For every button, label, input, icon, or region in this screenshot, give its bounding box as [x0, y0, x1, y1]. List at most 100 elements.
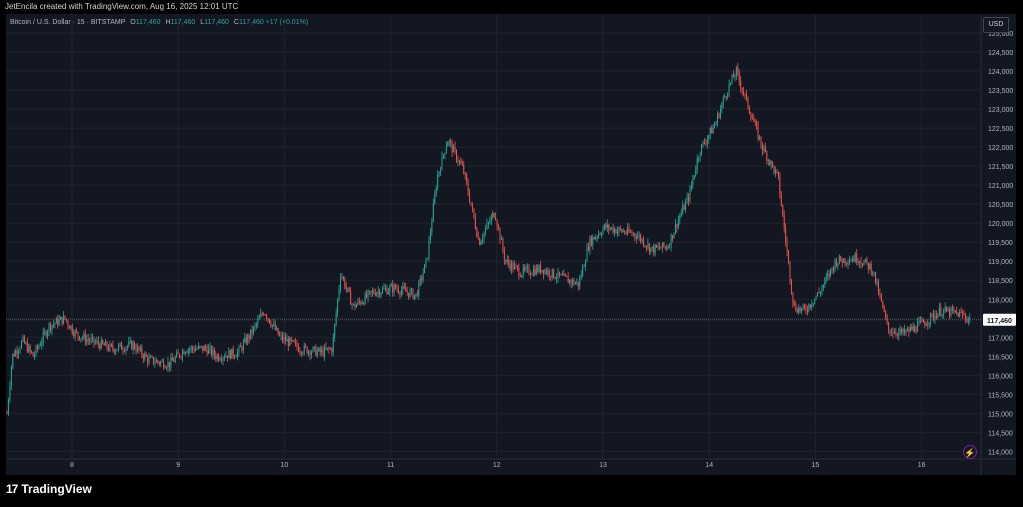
- candle-body: [928, 322, 930, 325]
- candle-body: [93, 336, 95, 343]
- candle-body: [734, 75, 736, 78]
- candle-body: [531, 274, 533, 276]
- candle-body: [25, 342, 27, 344]
- candle-body: [77, 332, 79, 337]
- candle-body: [366, 293, 368, 298]
- candlestick-chart[interactable]: 114,000 114,500 115,000 115,500 116,000 116,5…: [0, 0, 1023, 475]
- y-tick-label: 121,500: [988, 164, 1013, 171]
- candle-body: [18, 350, 20, 354]
- candle-body: [476, 228, 478, 237]
- candle-body: [569, 279, 571, 283]
- candle-body: [42, 332, 44, 342]
- candle-body: [557, 271, 559, 279]
- candle-body: [441, 155, 443, 170]
- candle-body: [957, 312, 959, 318]
- candle-body: [789, 262, 791, 281]
- candle-body: [788, 251, 790, 263]
- candle-body: [851, 258, 853, 261]
- candle-body: [753, 119, 755, 123]
- candle-body: [447, 141, 449, 147]
- open-value: 117,460: [135, 19, 161, 26]
- candle-body: [759, 136, 761, 139]
- candle-body: [482, 238, 484, 242]
- candle-body: [492, 213, 494, 217]
- candle-body: [724, 96, 726, 98]
- candle-body: [454, 146, 456, 151]
- candle-body: [148, 357, 150, 363]
- candle-body: [860, 261, 862, 264]
- tradingview-brand[interactable]: 17 TradingView: [6, 482, 92, 496]
- y-tick-label: 122,500: [988, 126, 1013, 133]
- candle-body: [51, 325, 53, 331]
- candle-body: [901, 328, 903, 333]
- candle-body: [302, 352, 304, 354]
- candle-body: [535, 267, 537, 275]
- candle-body: [341, 277, 343, 279]
- candle-body: [756, 122, 758, 126]
- candle-body: [277, 328, 279, 335]
- candle-body: [276, 328, 278, 330]
- candle-body: [837, 263, 839, 266]
- candle-body: [226, 355, 228, 359]
- candle-body: [300, 351, 302, 354]
- candle-body: [408, 292, 410, 297]
- candle-body: [442, 154, 444, 156]
- candle-body: [9, 385, 11, 401]
- y-tick-label: 116,000: [988, 373, 1013, 380]
- candle-body: [906, 328, 908, 331]
- candle-body: [155, 360, 157, 363]
- y-tick-label: 123,500: [988, 88, 1013, 95]
- candle-body: [163, 360, 165, 368]
- candle-body: [812, 303, 814, 305]
- candle-body: [105, 341, 107, 346]
- candle-body: [821, 287, 823, 293]
- scroll-to-realtime-icon[interactable]: ⚡: [963, 445, 977, 459]
- candle-body: [641, 239, 643, 241]
- candle-body: [292, 340, 294, 341]
- candle-body: [808, 304, 810, 311]
- candle-body: [798, 307, 800, 313]
- candle-body: [267, 318, 269, 320]
- candle-body: [904, 328, 906, 333]
- last-price-label: 117,460: [987, 318, 1012, 325]
- candle-body: [608, 224, 610, 230]
- candle-body: [453, 146, 455, 153]
- candle-body: [728, 84, 730, 95]
- candle-body: [695, 169, 697, 176]
- candle-body: [255, 323, 257, 326]
- candle-body: [58, 319, 60, 326]
- candle-body: [463, 165, 465, 174]
- candle-body: [949, 309, 950, 316]
- candle-body: [296, 342, 298, 347]
- candle-body: [950, 307, 952, 316]
- candle-body: [374, 293, 376, 296]
- candle-body: [679, 216, 681, 220]
- candle-body: [770, 161, 772, 165]
- candle-body: [415, 293, 417, 295]
- candle-body: [560, 274, 562, 276]
- candle-body: [258, 317, 260, 320]
- candle-body: [532, 269, 534, 275]
- candle-body: [251, 329, 253, 334]
- candle-body: [558, 271, 560, 276]
- candle-body: [780, 194, 782, 206]
- currency-button[interactable]: USD: [983, 17, 1009, 33]
- candle-body: [229, 350, 231, 359]
- candle-body: [89, 340, 91, 342]
- y-tick-label: 118,500: [988, 278, 1013, 285]
- candle-body: [967, 319, 969, 322]
- candle-body: [537, 267, 539, 272]
- candle-body: [899, 328, 901, 332]
- candle-body: [938, 307, 940, 314]
- chart-area[interactable]: [6, 14, 1016, 475]
- candle-body: [862, 263, 863, 266]
- candle-body: [342, 277, 344, 280]
- candle-body: [355, 304, 357, 308]
- candle-body: [690, 185, 692, 189]
- candle-body: [270, 323, 272, 327]
- candle-body: [113, 349, 115, 353]
- candle-body: [244, 337, 246, 342]
- candle-body: [547, 270, 549, 274]
- candle-body: [915, 331, 917, 333]
- candle-body: [543, 269, 544, 275]
